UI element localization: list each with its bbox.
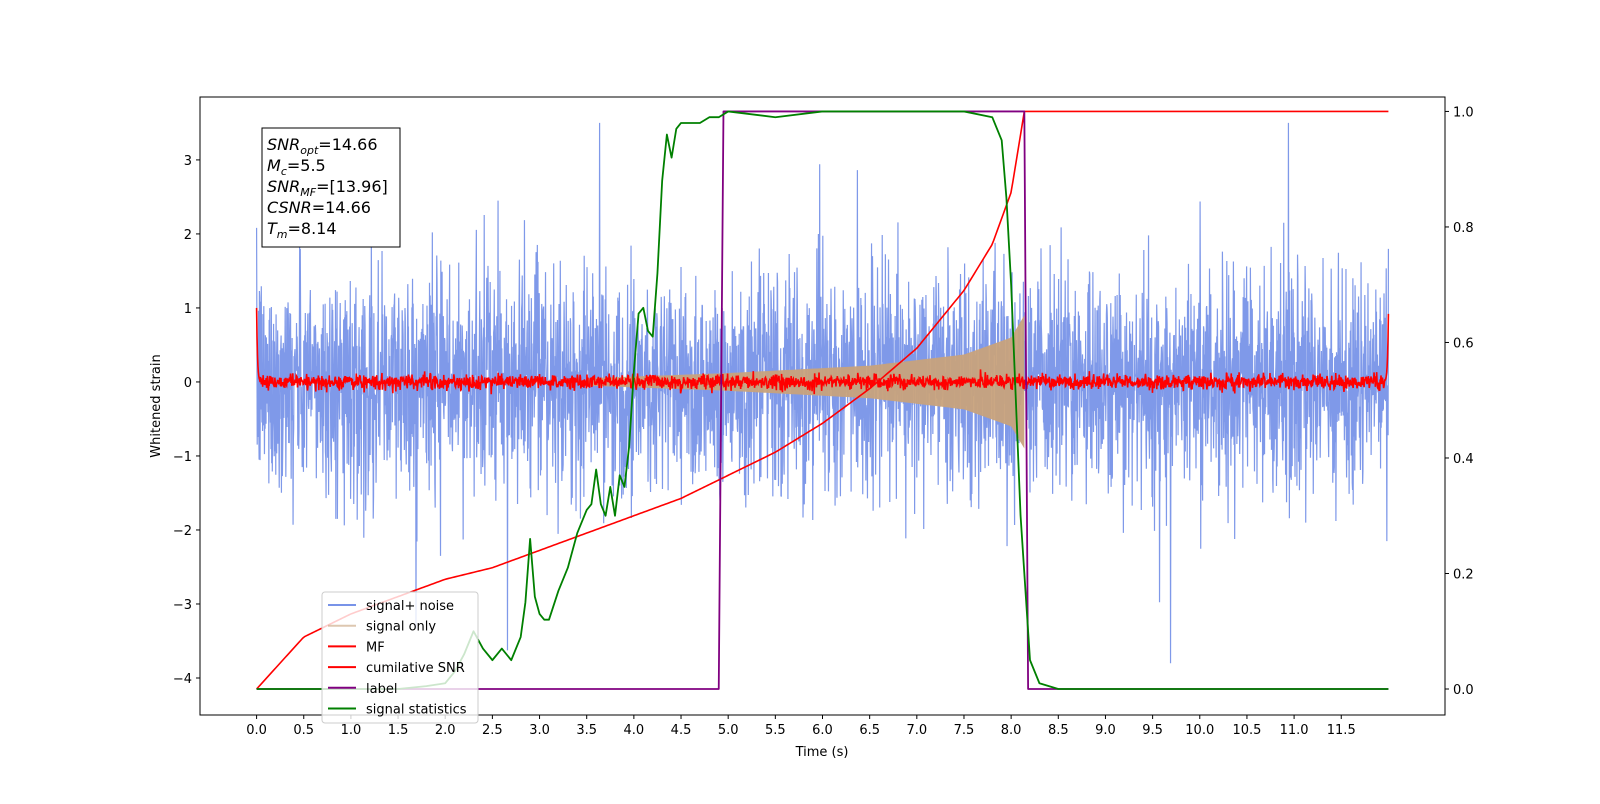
y-tick-label: −3 [173, 598, 192, 613]
x-tick-label: 2.5 [482, 723, 503, 738]
y2-tick-label: 1.0 [1453, 105, 1474, 120]
y2-tick-label: 0.8 [1453, 221, 1474, 236]
annotation-tm: Tm=8.14 [267, 219, 337, 241]
y2-tick-label: 0.0 [1453, 683, 1474, 698]
x-tick-label: 4.5 [671, 723, 692, 738]
y-tick-label: −1 [173, 450, 192, 465]
annotation-snr-opt: SNRopt=14.66 [267, 135, 378, 157]
legend-label: MF [366, 640, 385, 655]
annotation-box: SNRopt=14.66 Mc=5.5 SNRMF=[13.96] CSNR=1… [261, 127, 401, 248]
x-tick-label: 8.5 [1048, 723, 1069, 738]
legend-label: signal+ noise [366, 599, 454, 614]
x-tick-label: 1.0 [341, 723, 362, 738]
x-tick-label: 8.0 [1001, 723, 1022, 738]
legend-label: cumilative SNR [366, 661, 465, 676]
legend-label: label [366, 682, 397, 697]
annotation-frame [261, 127, 401, 248]
x-tick-label: 0.0 [246, 723, 267, 738]
x-axis-title: Time (s) [795, 745, 849, 760]
x-tick-label: 4.0 [624, 723, 645, 738]
y2-axis: 1.0 0.8 0.6 0.4 0.2 0.0 [1445, 105, 1474, 698]
y2-tick-label: 0.2 [1453, 567, 1474, 582]
y-tick-label: 0 [184, 376, 192, 391]
y-tick-label: 1 [184, 302, 192, 317]
y-tick-label: −2 [173, 524, 192, 539]
y-axis: 3 2 1 0 −1 −2 −3 −4 [173, 154, 200, 687]
x-tick-label: 6.5 [859, 723, 880, 738]
x-tick-label: 3.0 [529, 723, 550, 738]
x-tick-label: 9.5 [1142, 723, 1163, 738]
legend: signal+ noise signal only MF cumilative SNR… [321, 591, 479, 724]
x-tick-label: 0.5 [293, 723, 314, 738]
x-tick-label: 11.0 [1280, 723, 1309, 738]
legend-frame [321, 591, 479, 724]
x-tick-label: 1.5 [388, 723, 409, 738]
x-tick-label: 7.0 [906, 723, 927, 738]
x-tick-label: 7.5 [954, 723, 975, 738]
x-tick-label: 3.5 [576, 723, 597, 738]
annotation-snr-mf: SNRMF=[13.96] [267, 177, 388, 199]
x-tick-label: 5.0 [718, 723, 739, 738]
y-axis-title: Whitened strain [149, 354, 164, 457]
x-tick-label: 2.0 [435, 723, 456, 738]
y-tick-label: 3 [184, 154, 192, 169]
x-tick-label: 11.5 [1327, 723, 1356, 738]
y-tick-label: 2 [184, 228, 192, 243]
x-tick-label: 10.5 [1232, 723, 1261, 738]
y-tick-label: −4 [173, 672, 192, 687]
series-signal-noise-line [255, 122, 1390, 664]
x-tick-label: 6.0 [812, 723, 833, 738]
annotation-csnr: CSNR=14.66 [267, 198, 371, 217]
series-mf-line [255, 307, 1390, 395]
x-tick-label: 9.0 [1095, 723, 1116, 738]
y2-tick-label: 0.6 [1453, 336, 1474, 351]
y2-tick-label: 0.4 [1453, 452, 1474, 467]
legend-label: signal only [366, 620, 436, 635]
x-axis: 0.0 0.5 1.0 1.5 2.0 2.5 3.0 3.5 4.0 4.5 5.0 5.5 6.0 6… [246, 715, 1356, 738]
series-signal-statistics-line [256, 110, 1389, 690]
x-tick-label: 5.5 [765, 723, 786, 738]
legend-label: signal statistics [366, 703, 467, 718]
x-tick-label: 10.0 [1185, 723, 1214, 738]
annotation-mc: Mc=5.5 [267, 156, 326, 178]
